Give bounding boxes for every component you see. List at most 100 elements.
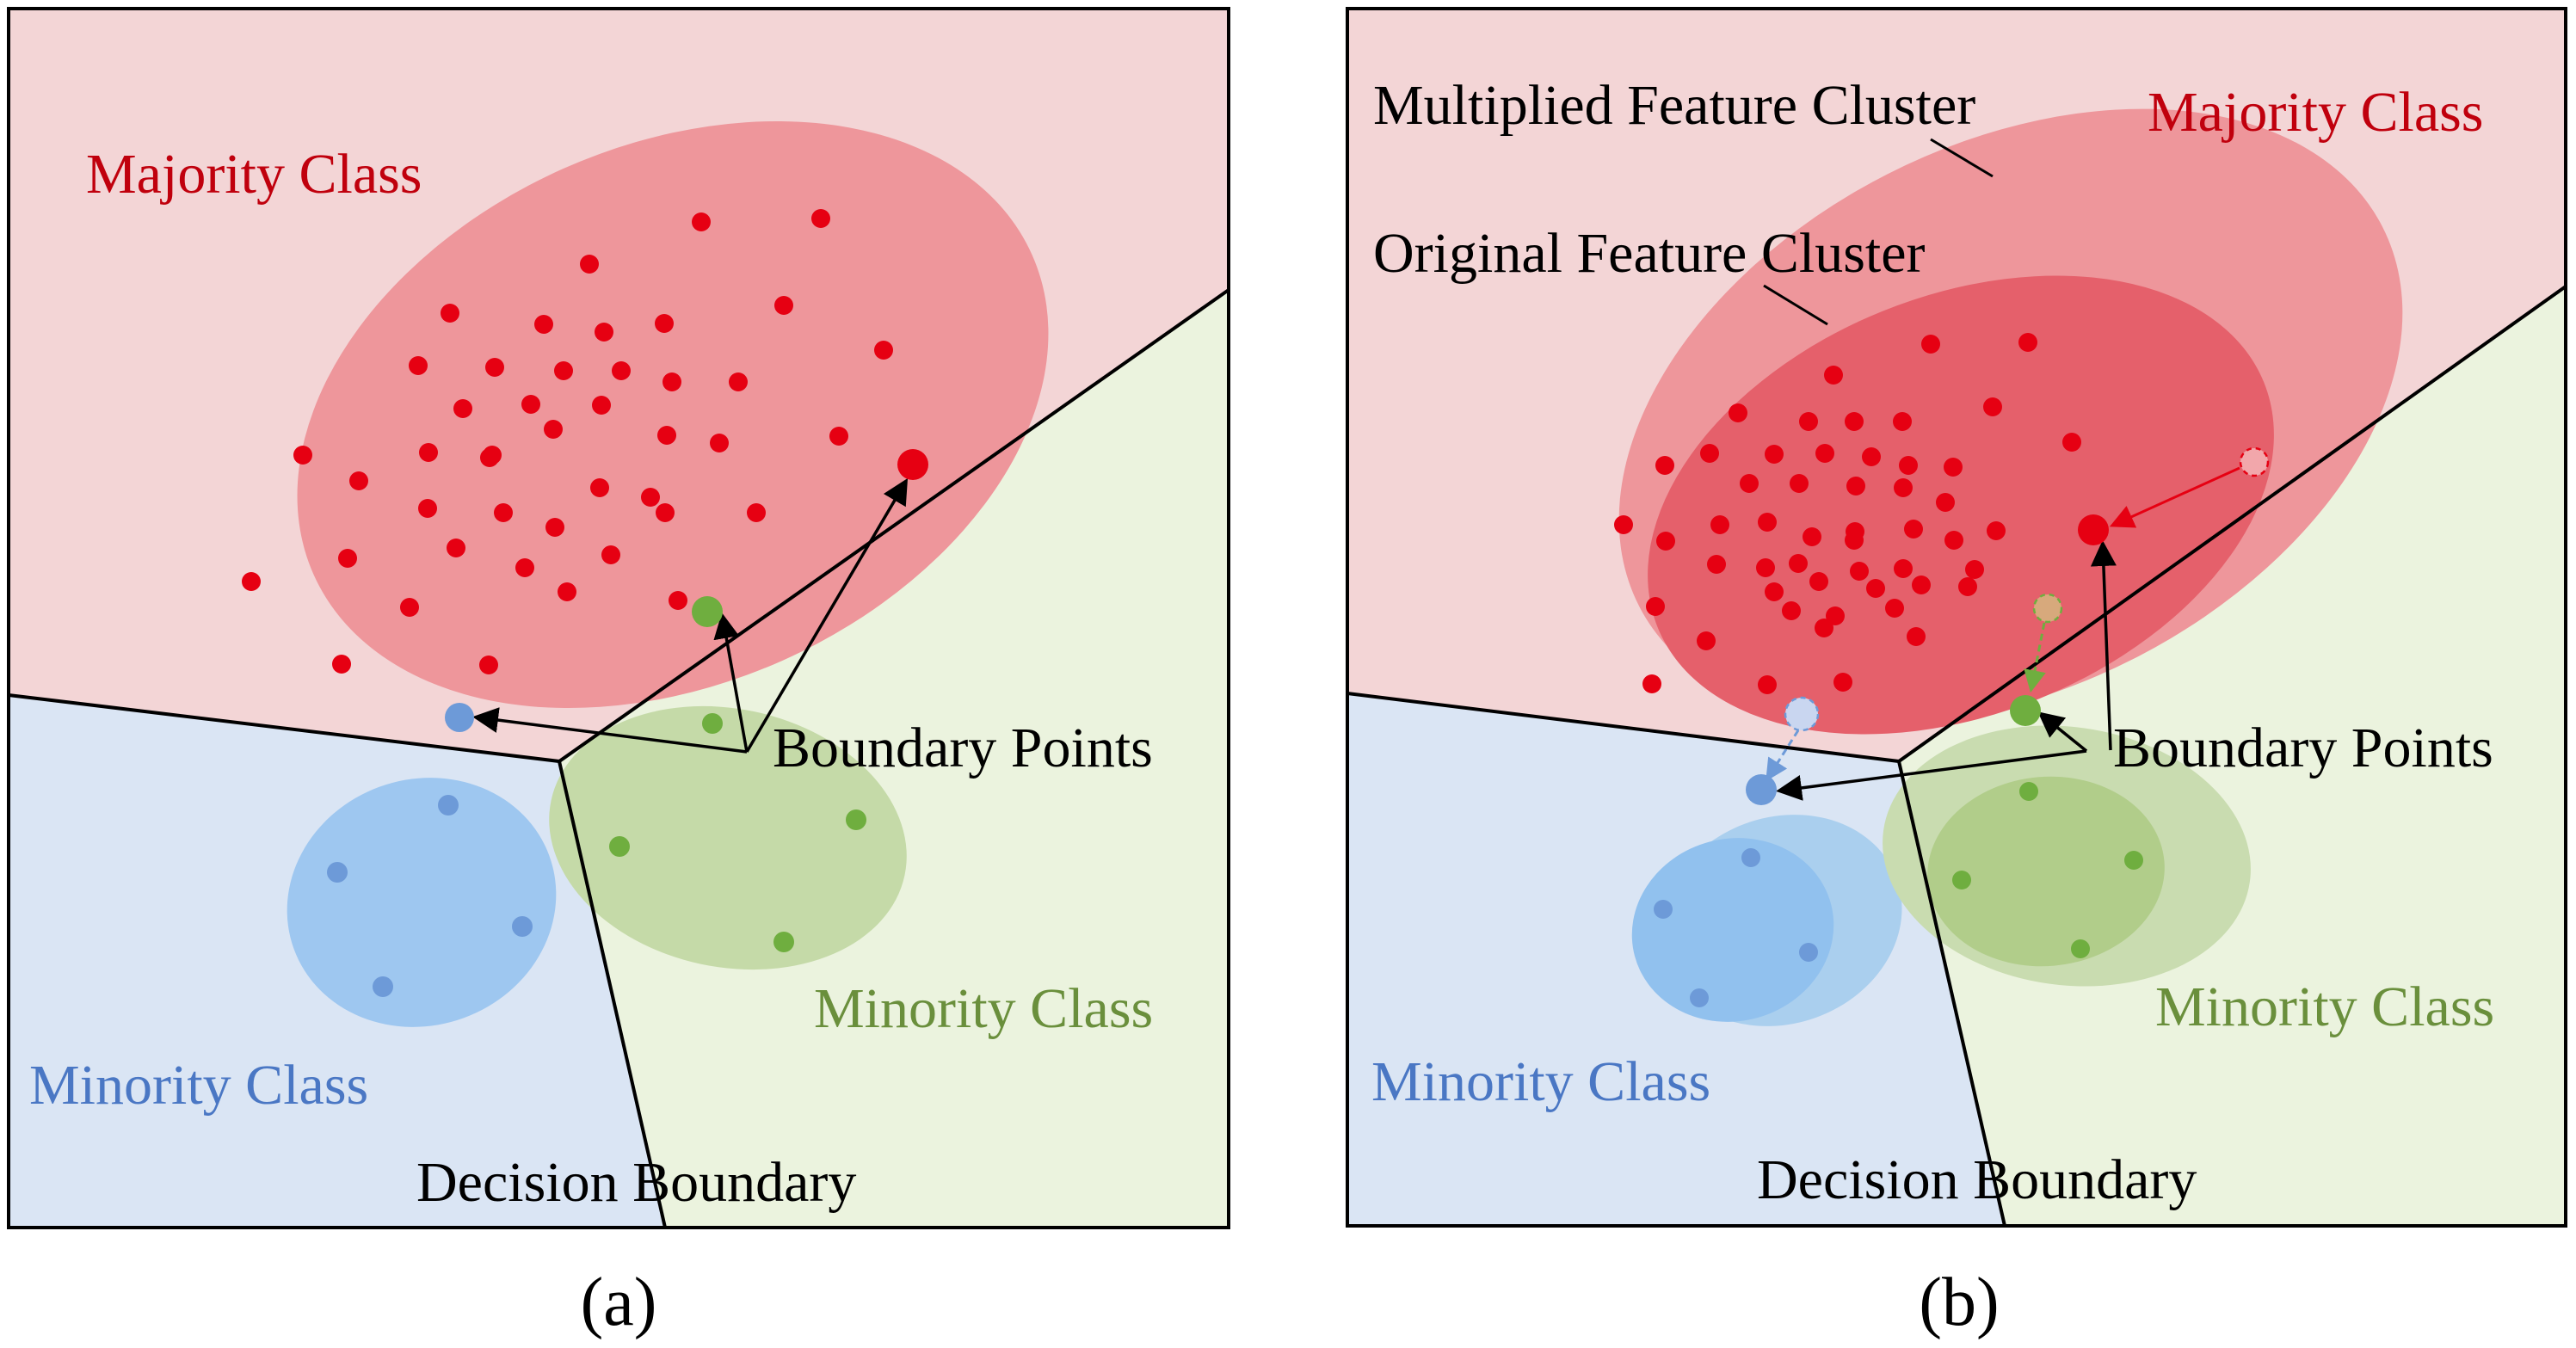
majority-point [242,572,261,591]
majority-point [1944,531,1963,550]
caption-a: (a) [581,1265,657,1340]
ghost-point-green [2032,593,2063,624]
majority-point [874,341,893,360]
shift-arrow-red [2109,466,2240,528]
majority-point [710,434,729,452]
majority-point [1845,412,1864,431]
majority-point [1921,335,1940,354]
minority-blue-point [512,916,533,937]
majority-point [1815,619,1833,637]
majority-point [1866,579,1885,598]
majority-point [494,503,513,522]
majority-point [1850,562,1869,581]
majority-point [1642,674,1661,693]
majority-point [601,545,620,564]
minority-class-label-green: Minority Class [814,977,1153,1040]
decision-boundary-label: Decision Boundary [416,1151,856,1214]
majority-point [453,399,472,418]
majority-point [612,361,631,380]
minority-green-point [702,713,723,734]
minority-blue-point [1690,988,1709,1007]
majority-class-label: Majority Class [86,143,422,206]
minority-blue-point [373,976,393,997]
boundary-point-red [2078,514,2109,545]
majority-point [747,503,766,522]
majority-point [595,323,613,342]
original-majority-cluster [1648,275,2274,735]
minority-blue-points [1654,848,1818,1007]
majority-cluster [297,120,1049,709]
majority-point [1765,445,1784,464]
majority-point [1965,560,1984,579]
panel-a: Majority Class Minority Class Minority C… [7,7,1230,1340]
minority-blue-point [327,862,348,883]
majority-point [655,314,674,333]
majority-point [811,209,830,228]
minority-green-region [1899,286,2566,1226]
majority-points [242,209,893,674]
majority-point [1729,403,1747,422]
majority-point [441,304,459,323]
majority-point [590,478,609,497]
minority-green-points [609,713,866,952]
majority-point [338,549,357,568]
minority-blue-point [438,795,459,816]
original-minority-blue-cluster [1631,838,1834,1022]
majority-point [1885,599,1904,618]
minority-green-point [2019,782,2038,801]
minority-green-point [773,932,794,952]
majority-point [1893,412,1912,431]
majority-point [1846,477,1865,495]
majority-point [656,503,675,522]
majority-points [1614,333,2081,694]
majority-point [1803,527,1821,546]
majority-point [544,420,563,439]
minority-green-point [609,836,630,857]
majority-point [534,315,553,334]
majority-point [1912,576,1931,594]
majority-point [447,539,465,557]
majority-point [515,558,534,577]
majority-point [521,395,540,414]
panel-frame [7,7,1230,1229]
majority-point [1700,444,1719,463]
boundary-points-label: Boundary Points [2113,717,2493,779]
minority-green-cluster [549,705,907,970]
majority-point [332,655,351,674]
majority-point [1697,631,1716,650]
majority-point [1899,456,1918,475]
minority-green-point [846,809,866,830]
boundary-point-green [2010,695,2041,726]
majority-point [1789,554,1808,573]
majority-point [1646,597,1665,616]
panel-frame [1346,7,2567,1228]
majority-point [418,499,437,518]
majority-point [545,518,564,537]
majority-point [1894,559,1913,578]
majority-point [1987,521,2006,540]
majority-point [409,356,428,375]
majority-point [1815,444,1834,463]
minority-class-label-blue: Minority Class [1371,1050,1710,1113]
majority-point [669,591,687,610]
minority-blue-point [1654,900,1673,919]
boundary-point-blue [445,703,474,732]
panel-b: Multiplied Feature Cluster Majority Clas… [1346,7,2567,1340]
majority-point [1845,531,1864,550]
majority-point [1614,515,1633,534]
minority-green-point [1952,871,1971,889]
boundary-point-red [897,449,928,480]
ghost-point-red [2239,446,2270,477]
majority-point [1765,582,1784,601]
multiplied-cluster-pointer [1930,138,1994,178]
majority-point [1894,478,1913,497]
majority-point [558,582,576,601]
majority-point [1833,673,1852,692]
majority-point [1809,572,1828,591]
boundary-arrow [2037,711,2088,753]
boundary-arrow [2090,540,2117,751]
minority-green-region [559,290,1229,1228]
majority-point [1707,555,1726,574]
majority-point [1756,558,1775,577]
